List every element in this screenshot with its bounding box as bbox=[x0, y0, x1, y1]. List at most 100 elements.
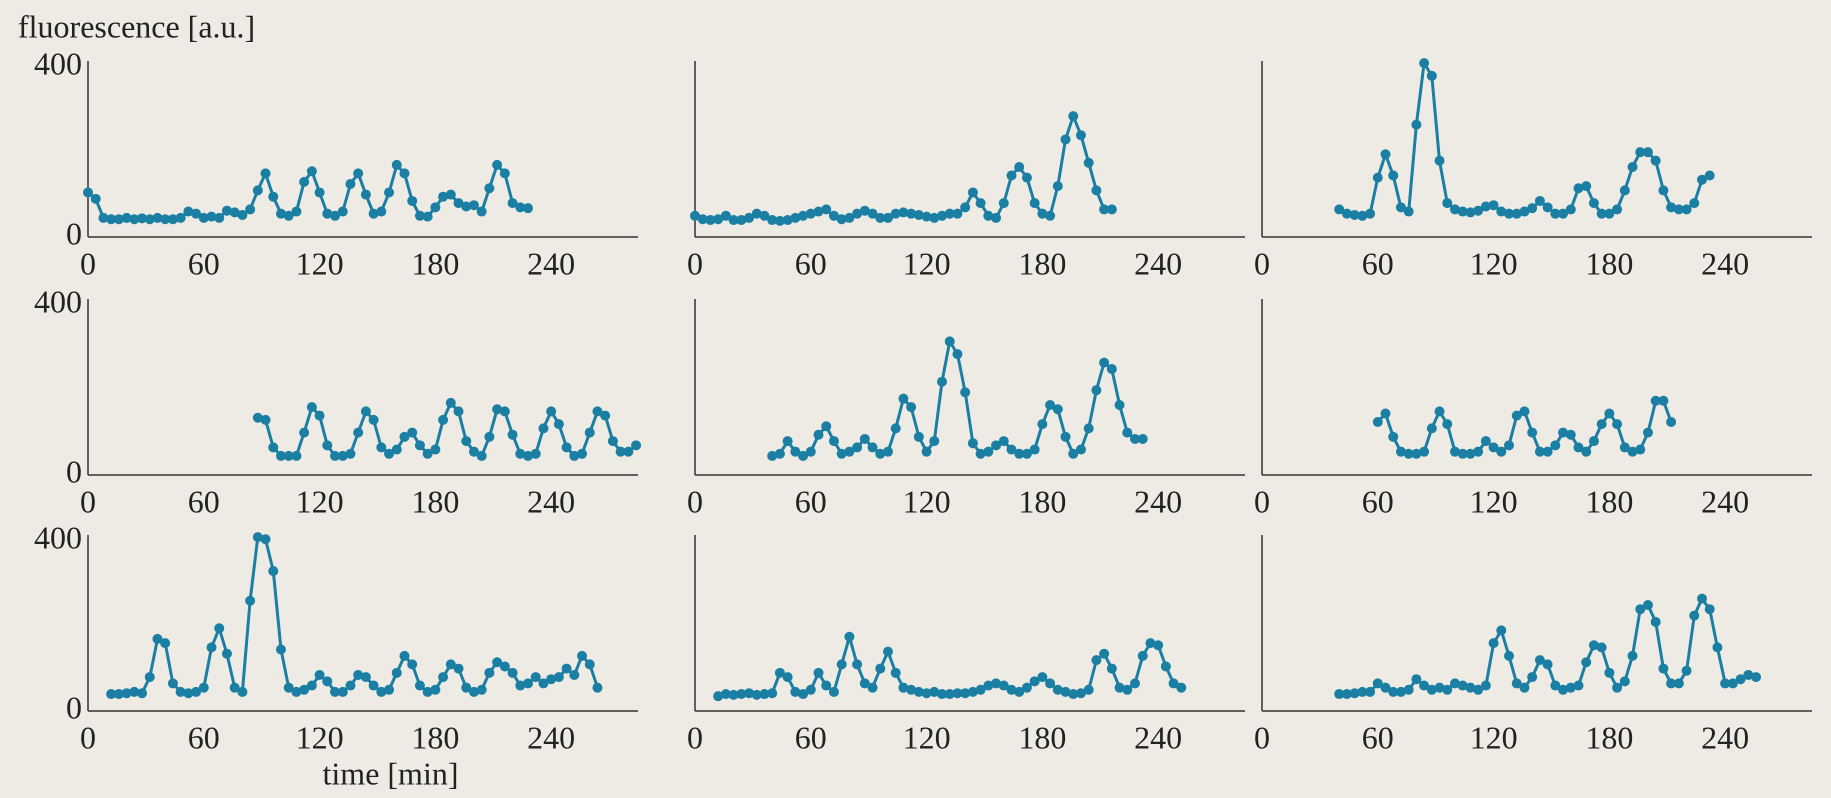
data-point bbox=[1380, 149, 1391, 160]
data-point bbox=[1068, 448, 1079, 459]
data-point bbox=[1426, 684, 1437, 695]
y-tick-label: 400 bbox=[34, 520, 82, 556]
data-point bbox=[538, 678, 549, 689]
data-point bbox=[690, 210, 700, 221]
x-tick-label: 180 bbox=[1018, 719, 1066, 755]
x-tick-label: 0 bbox=[80, 719, 96, 755]
data-point bbox=[1697, 593, 1707, 604]
data-point bbox=[1442, 419, 1453, 430]
data-point bbox=[615, 446, 626, 457]
data-point bbox=[967, 686, 978, 697]
data-point bbox=[859, 205, 870, 216]
data-point bbox=[337, 206, 348, 217]
data-point bbox=[1388, 686, 1399, 697]
data-point bbox=[1480, 680, 1491, 691]
data-point bbox=[430, 444, 441, 455]
data-point bbox=[744, 688, 755, 699]
data-point bbox=[967, 438, 978, 449]
data-point bbox=[1488, 638, 1499, 649]
data-point bbox=[713, 214, 724, 225]
data-point bbox=[515, 202, 526, 213]
data-point bbox=[499, 406, 510, 417]
data-point bbox=[813, 667, 824, 678]
x-tick-label: 0 bbox=[1254, 719, 1270, 755]
data-point bbox=[929, 686, 940, 697]
data-point bbox=[1060, 686, 1071, 697]
data-point bbox=[1511, 410, 1522, 421]
data-point bbox=[867, 208, 878, 219]
data-point bbox=[1666, 416, 1677, 427]
data-point bbox=[790, 686, 801, 697]
x-tick-label: 180 bbox=[1585, 245, 1633, 281]
data-point bbox=[1457, 448, 1468, 459]
data-point bbox=[1619, 442, 1630, 453]
y-tick-label: 0 bbox=[66, 453, 82, 489]
data-point bbox=[90, 193, 101, 204]
x-tick-label: 240 bbox=[527, 483, 575, 519]
data-point bbox=[113, 214, 124, 225]
x-tick-label: 240 bbox=[1134, 483, 1182, 519]
data-point bbox=[299, 684, 310, 695]
data-point bbox=[306, 680, 317, 691]
data-point bbox=[129, 214, 140, 225]
data-point bbox=[476, 684, 487, 695]
data-point bbox=[782, 672, 793, 683]
data-point bbox=[952, 349, 963, 360]
data-point bbox=[705, 215, 716, 226]
data-point bbox=[1372, 678, 1383, 689]
data-point bbox=[1145, 638, 1156, 649]
data-point bbox=[291, 450, 302, 461]
data-point bbox=[160, 214, 171, 225]
data-point bbox=[1075, 130, 1086, 141]
data-point bbox=[1558, 427, 1569, 438]
x-tick-label: 60 bbox=[795, 245, 827, 281]
data-point bbox=[1727, 678, 1738, 689]
data-point bbox=[1480, 436, 1491, 447]
data-point bbox=[198, 212, 209, 223]
data-point bbox=[890, 423, 901, 434]
data-point bbox=[774, 448, 785, 459]
x-tick-label: 0 bbox=[687, 245, 703, 281]
data-point bbox=[836, 448, 847, 459]
data-point bbox=[283, 682, 294, 693]
data-point bbox=[414, 210, 425, 221]
data-point bbox=[1689, 610, 1700, 621]
data-point bbox=[960, 202, 971, 213]
data-point bbox=[1442, 684, 1453, 695]
data-point bbox=[1704, 604, 1715, 615]
data-point bbox=[275, 644, 286, 655]
data-point bbox=[229, 207, 240, 218]
data-point bbox=[167, 678, 178, 689]
data-point bbox=[1168, 678, 1179, 689]
data-point bbox=[1573, 680, 1584, 691]
data-point bbox=[198, 682, 209, 693]
data-point bbox=[1565, 682, 1576, 693]
data-point bbox=[1037, 419, 1048, 430]
x-tick-label: 0 bbox=[80, 483, 96, 519]
data-point bbox=[453, 663, 464, 674]
data-point bbox=[1689, 198, 1700, 209]
y-tick-label: 400 bbox=[34, 46, 82, 82]
data-point bbox=[1457, 680, 1468, 691]
data-point bbox=[790, 446, 801, 457]
data-point bbox=[1658, 185, 1669, 196]
data-point bbox=[546, 406, 557, 417]
data-point bbox=[1029, 444, 1040, 455]
data-point bbox=[438, 414, 449, 425]
data-point bbox=[821, 204, 832, 215]
data-point bbox=[507, 198, 518, 209]
data-point bbox=[268, 191, 279, 202]
data-point bbox=[1334, 689, 1345, 700]
y-tick-label: 0 bbox=[66, 689, 82, 725]
data-point bbox=[836, 214, 847, 225]
data-point bbox=[1130, 678, 1140, 689]
data-point bbox=[484, 667, 495, 678]
data-point bbox=[1558, 684, 1569, 695]
x-tick-label: 120 bbox=[296, 483, 344, 519]
data-point bbox=[1372, 172, 1383, 183]
data-point bbox=[1419, 680, 1430, 691]
data-point bbox=[430, 202, 441, 213]
data-point bbox=[221, 648, 232, 659]
data-point bbox=[1075, 444, 1086, 455]
data-point bbox=[929, 212, 940, 223]
